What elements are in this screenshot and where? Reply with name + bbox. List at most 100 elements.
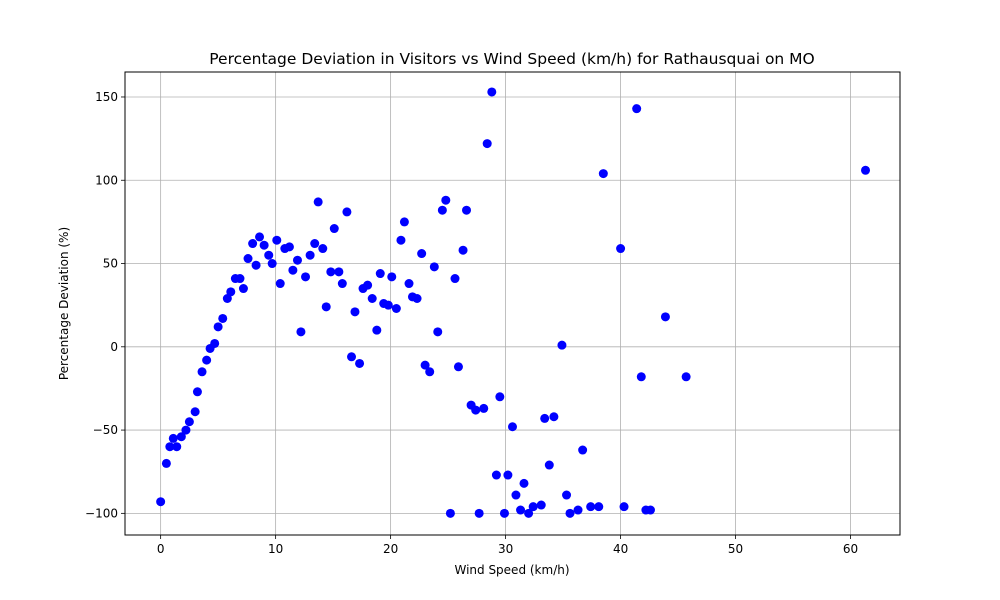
data-point (412, 294, 422, 304)
data-point (573, 505, 583, 515)
data-point (284, 242, 294, 252)
data-point (458, 245, 468, 255)
data-point (632, 104, 642, 114)
y-tick-label: 0 (110, 340, 118, 354)
x-tick-label: 20 (383, 542, 398, 556)
data-point (391, 303, 401, 313)
data-point (861, 165, 871, 175)
data-point (318, 244, 328, 254)
data-point (238, 284, 248, 294)
data-point (342, 207, 352, 217)
data-point (337, 279, 347, 289)
data-point (549, 412, 559, 422)
data-point (619, 502, 629, 512)
data-point (565, 508, 575, 518)
data-point (404, 279, 414, 289)
data-point (355, 358, 365, 368)
data-point (375, 269, 385, 279)
y-tick-label: 50 (103, 257, 118, 271)
data-point (255, 232, 265, 242)
data-point (636, 372, 646, 382)
data-point (645, 505, 655, 515)
data-point (420, 360, 430, 370)
data-point (161, 458, 171, 468)
data-point (184, 417, 194, 427)
plot-frame (124, 71, 901, 536)
data-point (453, 362, 463, 372)
data-point (479, 403, 489, 413)
data-point (172, 442, 182, 452)
data-point (259, 240, 269, 250)
data-point (519, 478, 529, 488)
data-point (508, 422, 517, 432)
x-axis-label: Wind Speed (km/h) (454, 563, 569, 577)
data-point (226, 287, 236, 297)
data-point (491, 470, 501, 480)
data-point (181, 425, 191, 435)
data-point (218, 313, 228, 323)
data-point (210, 338, 220, 348)
data-point (474, 508, 484, 518)
data-point (594, 502, 604, 512)
data-point (616, 244, 626, 254)
data-point (176, 432, 186, 442)
chart-title: Percentage Deviation in Visitors vs Wind… (209, 50, 815, 68)
data-point (399, 217, 409, 227)
data-point (499, 508, 509, 518)
data-point (267, 259, 277, 269)
data-point (190, 407, 200, 417)
data-point (417, 249, 427, 259)
y-tick-label: 150 (95, 90, 118, 104)
data-point (562, 490, 572, 500)
data-point (347, 352, 357, 362)
data-point (425, 367, 435, 377)
data-point (350, 307, 360, 317)
data-point (213, 322, 223, 332)
data-point (251, 260, 261, 270)
data-point (329, 224, 339, 234)
data-point (511, 490, 521, 500)
data-point (197, 367, 207, 377)
data-point (296, 327, 306, 337)
data-point (450, 274, 460, 284)
data-point (598, 169, 608, 179)
data-point (544, 460, 554, 470)
data-point (396, 235, 406, 245)
data-point (471, 405, 481, 415)
data-point (310, 239, 320, 249)
data-point (248, 239, 258, 249)
data-point (540, 413, 550, 423)
data-point (292, 255, 302, 265)
data-point (578, 445, 588, 455)
y-axis-ticks: −100 −50 0 50 100 150 (85, 90, 125, 520)
data-point (536, 500, 546, 510)
data-point (243, 254, 253, 264)
data-point (313, 197, 323, 207)
data-point (681, 372, 691, 382)
y-tick-label: −50 (93, 423, 118, 437)
data-point (367, 294, 377, 304)
data-point (156, 497, 166, 507)
data-point (235, 274, 245, 284)
data-point (433, 327, 443, 337)
data-point (437, 205, 447, 215)
data-point (495, 392, 505, 402)
y-tick-label: 100 (95, 173, 118, 187)
data-point (429, 262, 439, 272)
data-point (516, 505, 526, 515)
x-tick-label: 30 (498, 542, 513, 556)
y-axis-label: Percentage Deviation (%) (57, 227, 71, 380)
x-tick-label: 0 (157, 542, 165, 556)
data-point (192, 387, 202, 397)
data-points (156, 87, 871, 518)
data-point (586, 502, 596, 512)
data-point (557, 340, 567, 350)
data-point (305, 250, 315, 260)
data-point (660, 312, 670, 322)
data-point (202, 355, 212, 365)
x-tick-label: 40 (613, 542, 628, 556)
data-point (445, 508, 455, 518)
data-point (301, 272, 311, 282)
